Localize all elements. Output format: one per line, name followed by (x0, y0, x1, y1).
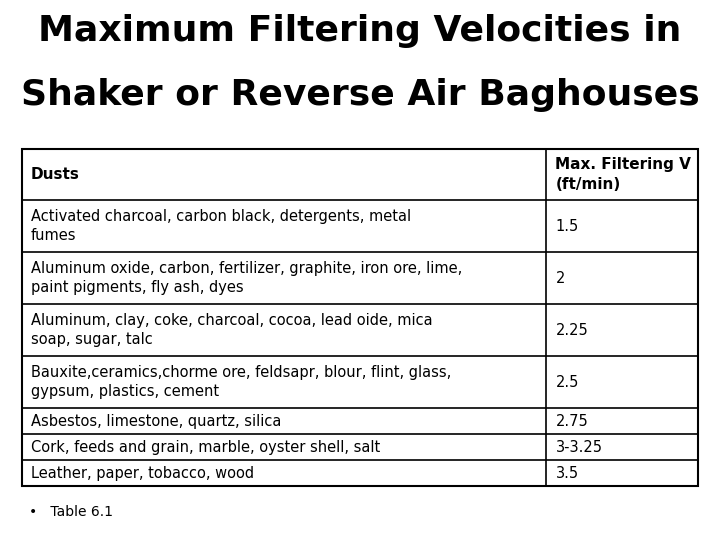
Text: •   Table 6.1: • Table 6.1 (29, 505, 113, 519)
Text: Maximum Filtering Velocities in: Maximum Filtering Velocities in (38, 14, 682, 48)
Text: Max. Filtering V
(ft/min): Max. Filtering V (ft/min) (556, 157, 691, 192)
Text: 2.5: 2.5 (556, 375, 579, 390)
Text: 3.5: 3.5 (556, 465, 579, 481)
Text: Asbestos, limestone, quartz, silica: Asbestos, limestone, quartz, silica (31, 414, 282, 429)
Text: Shaker or Reverse Air Baghouses: Shaker or Reverse Air Baghouses (21, 78, 699, 112)
Text: Cork, feeds and grain, marble, oyster shell, salt: Cork, feeds and grain, marble, oyster sh… (31, 440, 380, 455)
Text: Leather, paper, tobacco, wood: Leather, paper, tobacco, wood (31, 465, 254, 481)
Text: 2.75: 2.75 (556, 414, 588, 429)
Text: 2.25: 2.25 (556, 323, 588, 338)
Text: Activated charcoal, carbon black, detergents, metal
fumes: Activated charcoal, carbon black, deterg… (31, 210, 411, 244)
Text: 1.5: 1.5 (556, 219, 579, 234)
Text: Bauxite,ceramics,chorme ore, feldsapr, blour, flint, glass,
gypsum, plastics, ce: Bauxite,ceramics,chorme ore, feldsapr, b… (31, 365, 451, 399)
Text: Dusts: Dusts (31, 167, 80, 182)
Bar (22, 148, 698, 486)
Text: 2: 2 (556, 271, 565, 286)
Text: Aluminum, clay, coke, charcoal, cocoa, lead oide, mica
soap, sugar, talc: Aluminum, clay, coke, charcoal, cocoa, l… (31, 313, 433, 347)
Text: 3-3.25: 3-3.25 (556, 440, 603, 455)
Text: Aluminum oxide, carbon, fertilizer, graphite, iron ore, lime,
paint pigments, fl: Aluminum oxide, carbon, fertilizer, grap… (31, 261, 462, 295)
